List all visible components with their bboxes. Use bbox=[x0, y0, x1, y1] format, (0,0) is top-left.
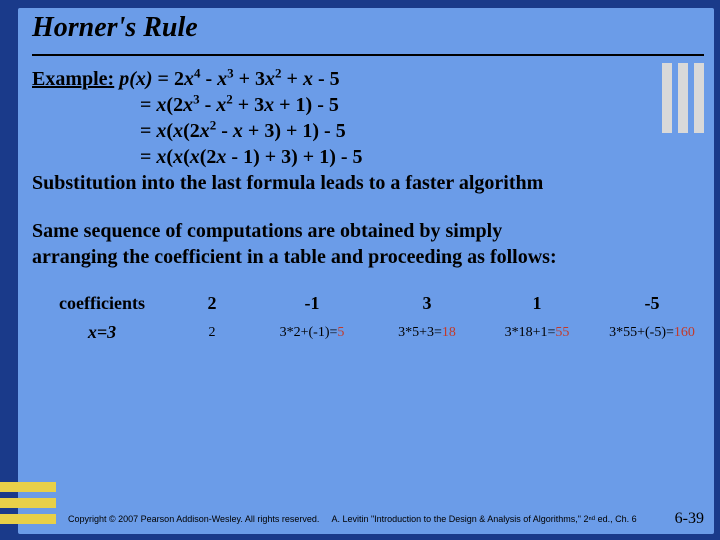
slide-panel: Horner's Rule Example: p(x) = 2x4 - x3 +… bbox=[18, 8, 714, 534]
copyright-text: Copyright © 2007 Pearson Addison-Wesley.… bbox=[68, 514, 319, 524]
example-label: Example: bbox=[32, 68, 114, 90]
poly-lhs: p(x) bbox=[119, 68, 152, 90]
coef-0: 2 bbox=[172, 292, 252, 315]
coef-4: -5 bbox=[592, 292, 712, 315]
calc-0-res: 5 bbox=[337, 325, 344, 340]
coef-2: 3 bbox=[372, 292, 482, 315]
title-text: Horner's Rule bbox=[32, 12, 198, 43]
calc-2: 3*18+1=55 bbox=[482, 324, 592, 342]
calc-3-expr: 3*55+(-5)= bbox=[609, 325, 674, 340]
coef-3: 1 bbox=[482, 292, 592, 315]
x-value-label: x=3 bbox=[32, 321, 172, 344]
title-rule bbox=[32, 54, 704, 56]
calc-0-expr: 3*2+(-1)= bbox=[280, 325, 338, 340]
horner-table: coefficients 2 -1 3 1 -5 x=3 2 3*2+(-1)=… bbox=[32, 292, 700, 345]
slide-title: Horner's Rule bbox=[32, 12, 198, 44]
calc-2-expr: 3*18+1= bbox=[505, 325, 556, 340]
example-line-3: = x(x(2x2 - x + 3) + 1) - 5 bbox=[140, 118, 700, 144]
reference-text: A. Levitin "Introduction to the Design &… bbox=[331, 514, 636, 524]
coef-1: -1 bbox=[252, 292, 372, 315]
row2-first: 2 bbox=[172, 324, 252, 342]
coefficients-label: coefficients bbox=[32, 292, 172, 315]
page-number: 6-39 bbox=[675, 510, 704, 528]
slide-content: Example: p(x) = 2x4 - x3 + 3x2 + x - 5 =… bbox=[32, 66, 700, 345]
decor-bars-bottom-left bbox=[0, 482, 56, 524]
calc-1: 3*5+3=18 bbox=[372, 324, 482, 342]
para2-line2: arranging the coefficient in a table and… bbox=[32, 244, 700, 270]
paragraph-2: Same sequence of computations are obtain… bbox=[32, 218, 700, 270]
example-line-2: = x(2x3 - x2 + 3x + 1) - 5 bbox=[140, 92, 700, 118]
calc-0: 3*2+(-1)=5 bbox=[252, 324, 372, 342]
calc-3: 3*55+(-5)=160 bbox=[592, 324, 712, 342]
substitution-text: Substitution into the last formula leads… bbox=[32, 170, 700, 196]
calc-3-res: 160 bbox=[674, 325, 695, 340]
example-line-1: Example: p(x) = 2x4 - x3 + 3x2 + x - 5 bbox=[32, 66, 700, 92]
footer: Copyright © 2007 Pearson Addison-Wesley.… bbox=[68, 510, 704, 528]
example-line-4: = x(x(x(2x - 1) + 3) + 1) - 5 bbox=[140, 144, 700, 170]
calc-1-res: 18 bbox=[442, 325, 456, 340]
poly-rhs-1: = 2x4 - x3 + 3x2 + x - 5 bbox=[158, 68, 340, 90]
calc-1-expr: 3*5+3= bbox=[398, 325, 442, 340]
calc-2-res: 55 bbox=[555, 325, 569, 340]
para2-line1: Same sequence of computations are obtain… bbox=[32, 218, 700, 244]
